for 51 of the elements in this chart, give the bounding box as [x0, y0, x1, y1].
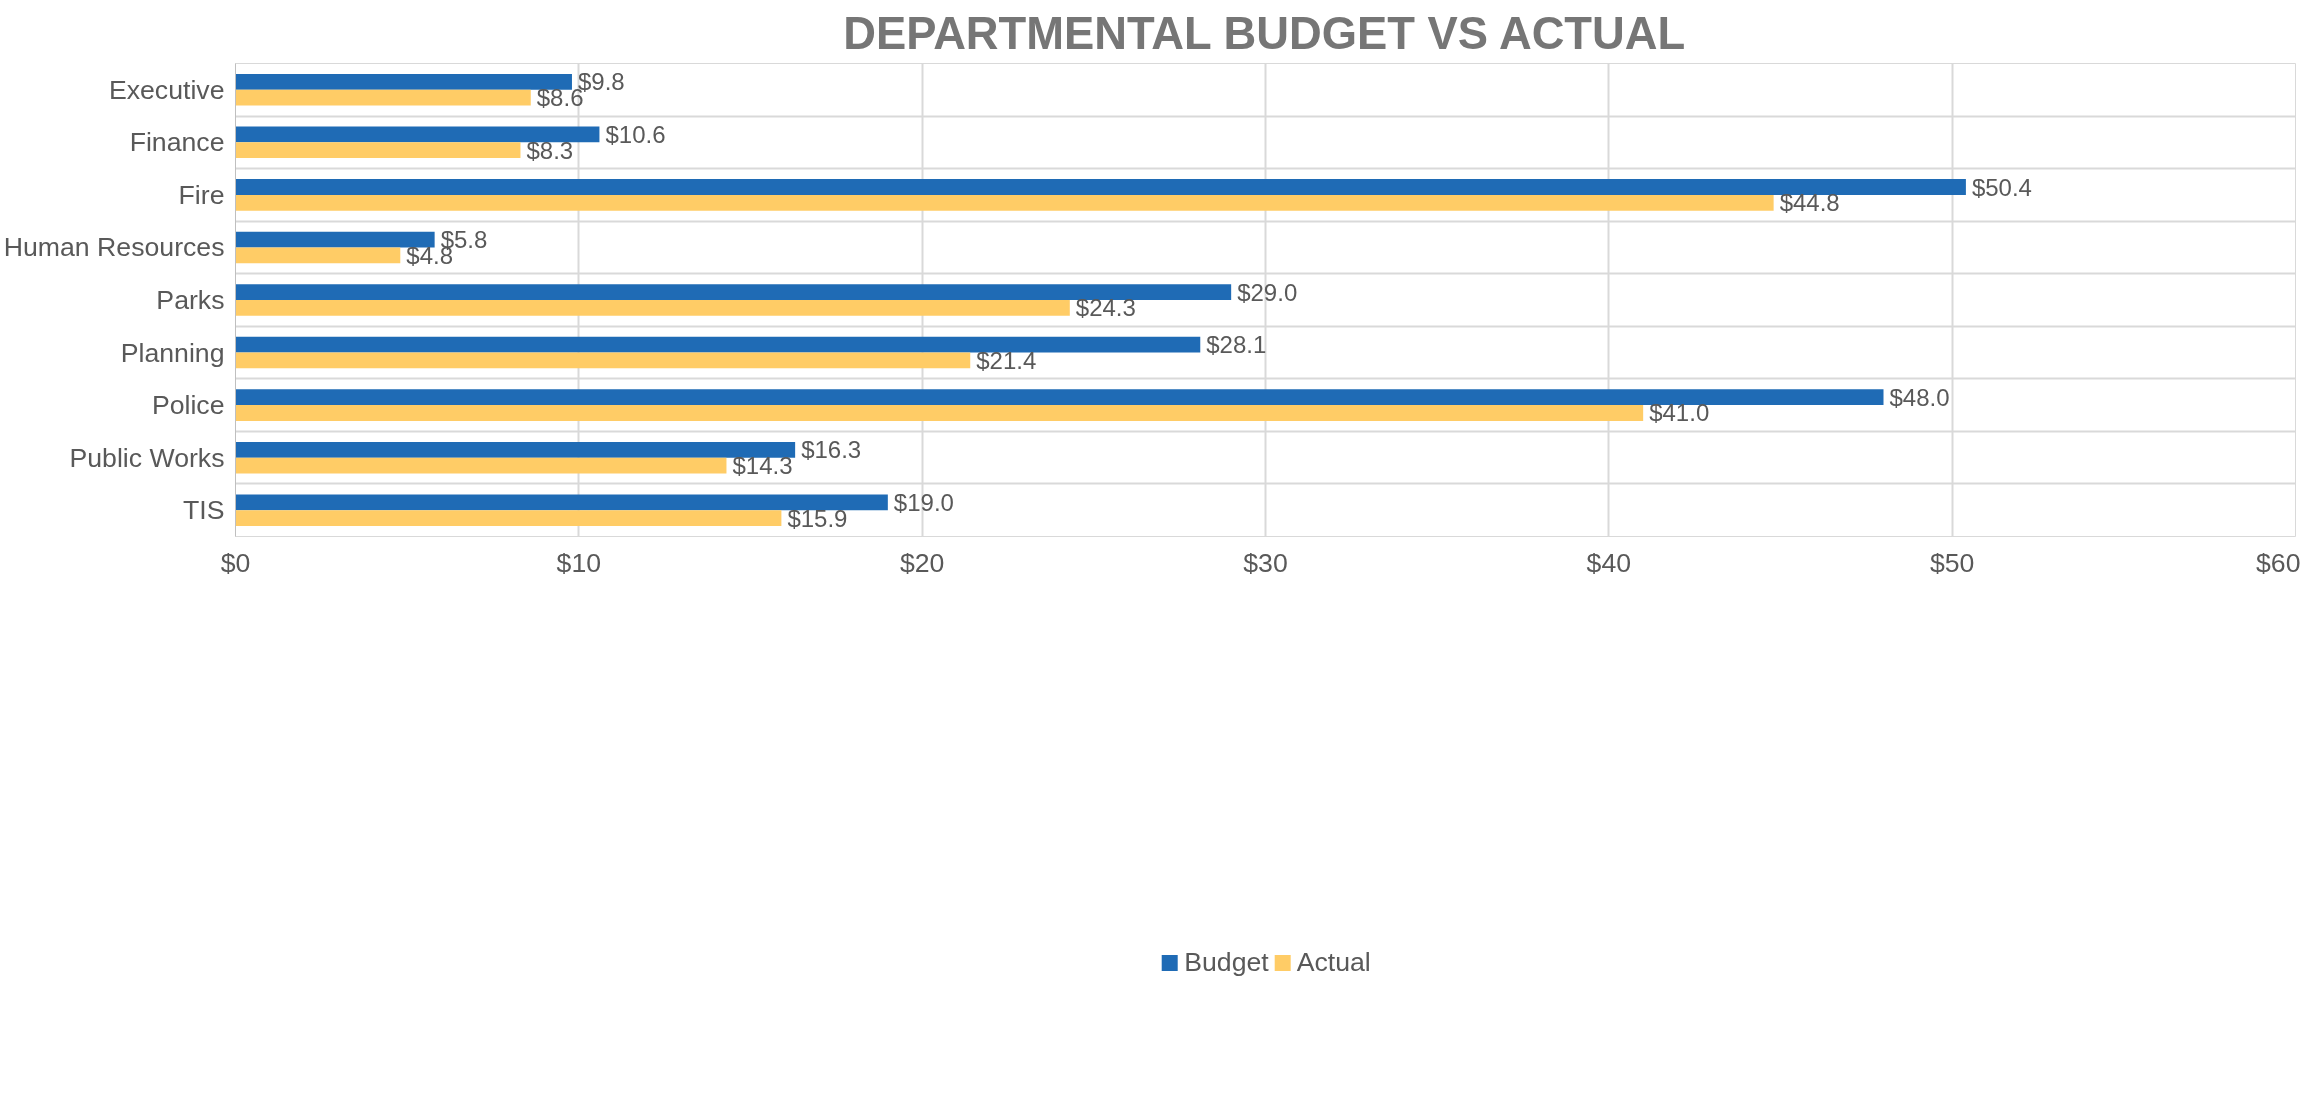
data-label: $19.0: [893, 488, 954, 516]
bar: [235, 389, 1884, 406]
bar: [235, 441, 796, 458]
legend-label: Budget: [1184, 946, 1269, 978]
bar: [235, 510, 782, 526]
data-label: $16.3: [801, 436, 862, 464]
data-label: $28.1: [1206, 331, 1267, 359]
data-label: $15.9: [787, 504, 848, 532]
y-tick-label: Finance: [129, 127, 225, 158]
x-tick-label: $60: [2256, 547, 2301, 578]
data-label: $21.4: [976, 346, 1037, 374]
bar: [235, 231, 435, 248]
bar: [235, 126, 600, 143]
y-tick-label: Fire: [178, 179, 225, 210]
bar: [235, 457, 727, 474]
y-tick-label: Planning: [120, 337, 225, 368]
data-label: $14.3: [732, 452, 793, 480]
chart-title: DEPARTMENTAL BUDGET VS ACTUAL: [843, 7, 1686, 59]
x-tick-label: $50: [1929, 547, 1975, 578]
x-tick-label: $40: [1586, 547, 1632, 578]
legend-label: Actual: [1296, 946, 1371, 978]
bar: [235, 300, 1070, 316]
x-tick-label: $30: [1243, 547, 1288, 578]
bar: [235, 336, 1201, 353]
data-label: $10.6: [605, 120, 666, 148]
x-tick-label: $0: [220, 547, 251, 578]
bar: [235, 494, 888, 511]
data-label: $48.0: [1889, 383, 1950, 411]
x-tick-label: $20: [899, 547, 945, 578]
data-label: $8.3: [526, 136, 574, 164]
bar: [235, 352, 971, 369]
x-tick-label: $10: [556, 547, 602, 578]
data-label: $24.3: [1075, 294, 1136, 322]
bar: [235, 74, 572, 90]
y-tick-label: Public Works: [69, 442, 225, 473]
data-label: $41.0: [1649, 399, 1710, 427]
y-tick-label: Human Resources: [3, 232, 225, 263]
bar: [235, 179, 1966, 195]
bar: [235, 247, 401, 264]
y-tick-label: TIS: [183, 495, 225, 526]
y-tick-label: Executive: [108, 74, 225, 105]
y-tick-label: Parks: [156, 285, 225, 315]
bar: [235, 284, 1232, 300]
data-label: $44.8: [1779, 189, 1840, 217]
y-tick-label: Police: [151, 390, 225, 421]
bar: [235, 194, 1774, 211]
bar: [235, 405, 1644, 421]
data-label: $29.0: [1237, 278, 1298, 306]
bar: [235, 142, 521, 159]
bar: [235, 89, 531, 106]
data-label: $50.4: [1971, 173, 2032, 201]
